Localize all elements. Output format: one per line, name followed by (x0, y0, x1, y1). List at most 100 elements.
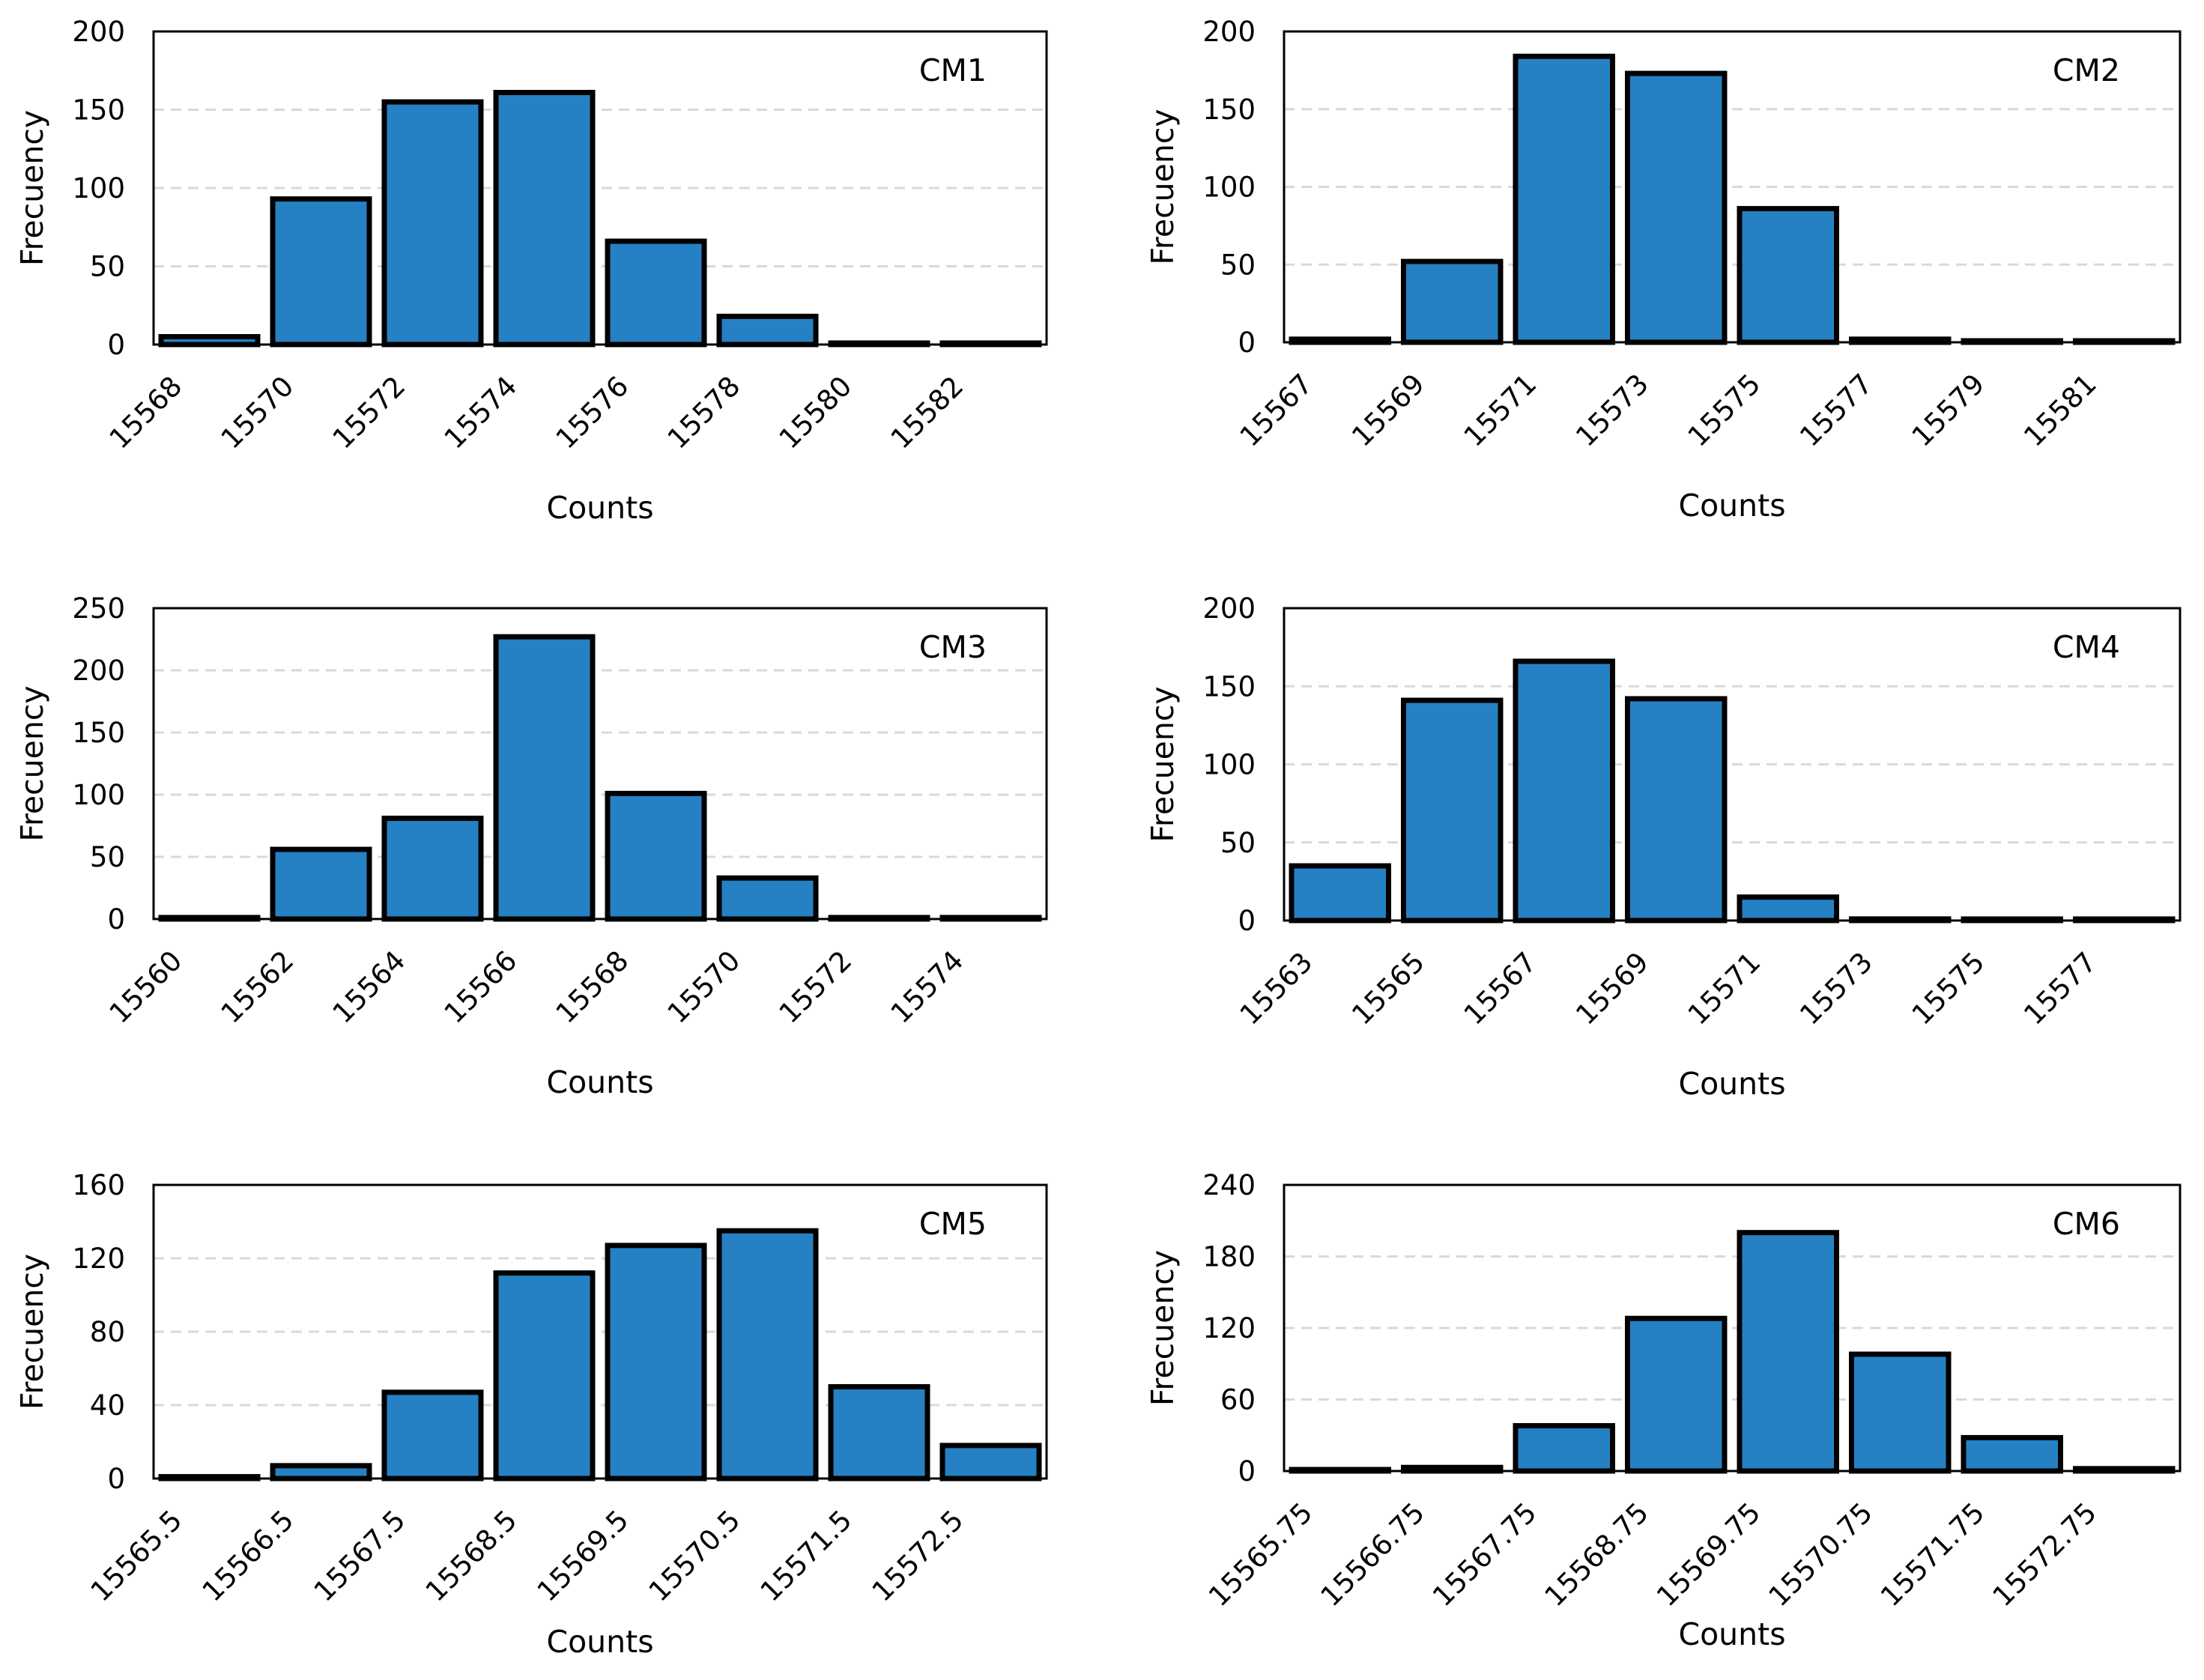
y-tick-label: 240 (1202, 1169, 1256, 1201)
bar-15572 (381, 99, 484, 348)
y-tick-label: 200 (1202, 592, 1256, 625)
x-tick-label: 15563 (1234, 946, 1319, 1031)
y-tick-label: 250 (72, 592, 125, 625)
x-tick-label: 15571 (1682, 946, 1767, 1031)
y-tick-label: 180 (1202, 1241, 1256, 1273)
bar-15564 (381, 816, 484, 922)
bar-15571.5 (828, 1384, 930, 1482)
bar-15563 (1289, 863, 1391, 924)
y-tick-label: 100 (72, 779, 125, 811)
y-tick-label: 40 (90, 1389, 125, 1422)
x-tick-label: 15569.75 (1650, 1496, 1766, 1613)
bar-15570 (270, 196, 372, 348)
x-tick-label: 15567 (1234, 368, 1319, 453)
x-tick-label: 15570.75 (1763, 1496, 1879, 1613)
y-tick-label: 50 (90, 841, 125, 873)
panel-label: CM2 (2053, 52, 2120, 88)
x-tick-label: 15572.5 (866, 1504, 970, 1608)
panel-label: CM4 (2053, 629, 2120, 665)
x-tick-label: 15582 (885, 370, 970, 455)
x-tick-label: 15575 (1682, 368, 1767, 453)
y-tick-label: 160 (72, 1169, 125, 1201)
y-tick-label: 120 (72, 1243, 125, 1275)
x-tick-label: 15569 (1569, 946, 1655, 1031)
bar-15568 (605, 790, 707, 922)
x-tick-label: 15578 (661, 370, 747, 455)
chart-panel-cm6: 06012018024015565.7515566.7515567.751556… (1145, 1169, 2182, 1652)
bar-15568.75 (1625, 1315, 1728, 1474)
y-tick-label: 0 (107, 1463, 125, 1495)
x-tick-label: 15571.75 (1874, 1496, 1990, 1613)
panel-label: CM5 (919, 1206, 987, 1242)
y-tick-label: 0 (1238, 905, 1256, 937)
bar-15570 (716, 875, 819, 922)
plot-area (152, 1183, 1048, 1480)
y-tick-label: 0 (1238, 1455, 1256, 1488)
panel-label: CM6 (2053, 1206, 2120, 1242)
bar-15568 (158, 334, 261, 348)
bar-15571 (1513, 53, 1615, 345)
bar-15575 (1737, 206, 1839, 345)
bar-15572.5 (939, 1443, 1042, 1482)
bar-15571 (1737, 894, 1839, 924)
chart-panel-cm4: 0 50 100 150 200 15563 15565 15567 15569 15571 155… (1145, 592, 2182, 1102)
x-tick-label: 15568 (550, 944, 635, 1030)
x-tick-label: 15577 (2017, 946, 2103, 1031)
x-tick-label: 15568.5 (420, 1504, 524, 1608)
y-tick-label: 0 (1238, 327, 1256, 359)
x-tick-label: 15573 (1793, 946, 1879, 1031)
x-tick-label: 15564 (327, 944, 412, 1030)
x-tick-label: 15567.75 (1426, 1496, 1543, 1613)
x-tick-label: 15560 (103, 944, 189, 1030)
bar-15578 (716, 313, 819, 348)
bar-15566.5 (270, 1463, 372, 1482)
x-axis-title: Counts (1678, 1616, 1785, 1652)
x-tick-label: 15567 (1458, 946, 1543, 1031)
y-tick-label: 150 (72, 717, 125, 749)
chart-panel-cm2: 0 50 100 150 200 15567 15569 15571 15573 15575 155… (1145, 16, 2182, 524)
x-tick-label: 15570.5 (643, 1504, 747, 1608)
y-tick-label: 150 (1202, 670, 1256, 703)
chart-panel-cm3: 0 50 100 150 200 250 15560 15562 15564 15566 15568… (14, 592, 1048, 1100)
y-tick-label: 200 (1202, 16, 1256, 48)
x-tick-label: 15562 (215, 944, 300, 1030)
y-tick-label: 0 (107, 329, 125, 361)
x-tick-label: 15572.75 (1987, 1496, 2103, 1613)
bar-15569.5 (605, 1243, 707, 1482)
y-axis-title: Frecuency (1145, 109, 1181, 264)
plot-area (1283, 1183, 2182, 1473)
bar-15570.5 (716, 1228, 819, 1482)
x-tick-label: 15570 (661, 944, 747, 1030)
y-axis-title: Frecuency (14, 685, 50, 841)
bar-15571.75 (1961, 1434, 2063, 1474)
x-tick-label: 15566 (438, 944, 524, 1030)
bar-15573 (1625, 70, 1728, 345)
x-tick-label: 15574 (438, 370, 524, 455)
y-axis-title: Frecuency (1145, 1250, 1181, 1406)
bar-15570.75 (1849, 1351, 1952, 1474)
y-tick-label: 50 (1220, 249, 1256, 281)
x-tick-label: 15572 (327, 370, 412, 455)
bar-15567.5 (381, 1389, 484, 1482)
bar-15574 (493, 90, 596, 348)
y-tick-label: 120 (1202, 1312, 1256, 1344)
y-tick-label: 60 (1220, 1384, 1256, 1416)
x-tick-label: 15569.5 (531, 1504, 635, 1608)
y-axis-title: Frecuency (14, 110, 50, 266)
x-tick-label: 15580 (773, 370, 859, 455)
x-axis-title: Counts (1678, 1066, 1785, 1102)
chart-panel-cm1: 0 50 100 150 200 15568 15570 15572 15574 15576 155… (14, 16, 1048, 526)
plot-area (1283, 30, 2182, 344)
x-tick-label: 15571 (1458, 368, 1543, 453)
x-tick-label: 15572 (773, 944, 859, 1030)
x-tick-label: 15565.5 (85, 1504, 189, 1608)
x-tick-label: 15571.5 (754, 1504, 859, 1608)
x-tick-label: 15577 (1793, 368, 1879, 453)
x-tick-label: 15581 (2017, 368, 2103, 453)
x-tick-label: 15566.5 (196, 1504, 300, 1608)
bar-15562 (270, 846, 372, 922)
x-tick-label: 15568 (103, 370, 189, 455)
panel-label: CM3 (919, 629, 987, 665)
x-axis-title: Counts (1678, 488, 1785, 524)
